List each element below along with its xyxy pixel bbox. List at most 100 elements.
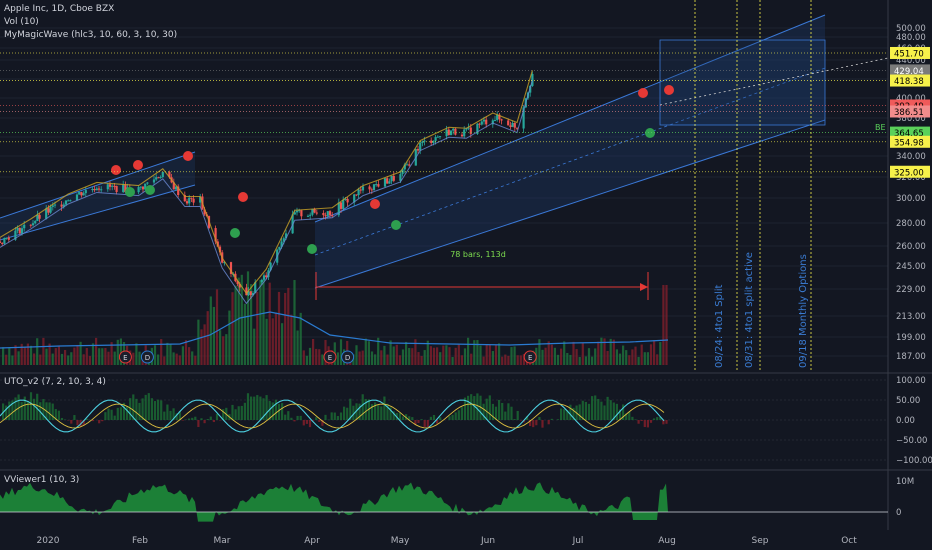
uto-histogram bbox=[355, 403, 358, 420]
uto-histogram bbox=[315, 417, 318, 420]
uto-histogram bbox=[290, 417, 293, 420]
symbol-title: Apple Inc, 1D, Cboe BZX bbox=[4, 4, 115, 14]
candle-body bbox=[93, 189, 96, 191]
channel-lower bbox=[314, 119, 826, 289]
uto-histogram bbox=[240, 405, 243, 420]
candle-body bbox=[392, 175, 395, 181]
price-tick: 245.00 bbox=[896, 262, 926, 272]
uto-histogram bbox=[423, 420, 426, 427]
uto-histogram bbox=[277, 403, 281, 420]
uto-histogram bbox=[411, 417, 414, 420]
volume-bar bbox=[181, 346, 184, 365]
volume-bar bbox=[467, 337, 470, 365]
volume-bar bbox=[631, 349, 634, 365]
uto-histogram bbox=[501, 402, 504, 420]
volume-bar bbox=[408, 348, 411, 365]
uto-histogram bbox=[129, 398, 132, 420]
candle-body bbox=[0, 241, 2, 243]
candle-body bbox=[97, 188, 101, 190]
volume-bar bbox=[417, 352, 420, 365]
candle-body bbox=[216, 241, 219, 247]
candle-body bbox=[122, 184, 125, 192]
volume-bar bbox=[541, 349, 544, 365]
time-tick: May bbox=[391, 536, 410, 546]
candle-body bbox=[144, 183, 147, 190]
price-label-box bbox=[890, 74, 930, 87]
candle-body bbox=[460, 134, 464, 137]
uto-histogram bbox=[498, 399, 501, 420]
candle-body bbox=[313, 208, 316, 213]
candle-body bbox=[496, 114, 499, 120]
volume-bar bbox=[246, 271, 250, 365]
candle-body bbox=[36, 214, 39, 222]
uto-histogram bbox=[104, 412, 107, 420]
be-label: BE bbox=[875, 123, 886, 132]
uto-histogram bbox=[374, 402, 377, 420]
volume-bar bbox=[318, 349, 321, 365]
candle-body bbox=[53, 204, 57, 206]
volume-bar bbox=[73, 347, 76, 365]
candle-body bbox=[62, 204, 65, 207]
volume-bar bbox=[374, 354, 377, 365]
candle-body bbox=[199, 196, 202, 203]
volume-bar bbox=[364, 338, 367, 365]
candle-body bbox=[238, 284, 241, 288]
volume-bar bbox=[178, 355, 181, 365]
candle-body bbox=[47, 208, 50, 213]
candle-body bbox=[1, 242, 4, 244]
vviewer-tick: 10M bbox=[896, 477, 914, 487]
candle-body bbox=[60, 204, 63, 207]
volume-bar bbox=[315, 348, 318, 365]
volume-bar bbox=[488, 344, 491, 365]
price-label-text: 386.51 bbox=[894, 108, 924, 118]
candle-body bbox=[161, 172, 164, 178]
signal-marker bbox=[145, 185, 155, 195]
volume-bar bbox=[321, 354, 324, 365]
uto-histogram bbox=[525, 416, 529, 420]
candle-body bbox=[155, 177, 158, 180]
volume-bar bbox=[113, 351, 116, 365]
candle-body bbox=[515, 127, 519, 129]
uto-histogram bbox=[609, 400, 612, 420]
price-label-box bbox=[890, 126, 930, 139]
uto-histogram bbox=[5, 405, 8, 420]
uto-histogram bbox=[612, 402, 615, 420]
uto-histogram bbox=[26, 401, 29, 420]
candle-body bbox=[375, 184, 378, 186]
uto-tick: −100.00 bbox=[896, 456, 932, 466]
uto-histogram bbox=[188, 418, 191, 420]
volume-bar bbox=[54, 348, 57, 365]
candle-body bbox=[245, 287, 248, 296]
candle-body bbox=[342, 199, 345, 209]
volume-bar bbox=[225, 334, 228, 365]
volume-bar bbox=[544, 347, 547, 365]
volume-bar bbox=[194, 355, 197, 365]
volume-bar bbox=[426, 340, 429, 365]
volume-bar bbox=[26, 343, 29, 365]
candle-body bbox=[262, 275, 266, 280]
volume-bar bbox=[398, 355, 401, 365]
volume-bar bbox=[336, 352, 339, 365]
uto-histogram bbox=[454, 412, 457, 420]
volume-bar bbox=[591, 356, 594, 365]
candle-body bbox=[124, 184, 127, 193]
candle-body bbox=[223, 262, 226, 264]
uto-histogram bbox=[73, 415, 76, 420]
volume-bar bbox=[51, 353, 54, 365]
candle-body bbox=[465, 128, 468, 130]
volume-bar bbox=[101, 348, 104, 365]
uto-histogram bbox=[414, 420, 417, 425]
time-tick: Aug bbox=[658, 536, 676, 546]
volume-bar bbox=[91, 343, 95, 365]
signal-marker bbox=[238, 192, 248, 202]
uto-histogram bbox=[488, 395, 491, 420]
uto-histogram bbox=[367, 399, 370, 420]
earnings-marker-label: E bbox=[123, 354, 127, 362]
uto-histogram bbox=[656, 417, 659, 420]
candle-body bbox=[361, 186, 365, 191]
candle-body bbox=[31, 223, 35, 226]
uto-histogram bbox=[519, 420, 522, 421]
candle-body bbox=[498, 114, 501, 120]
signal-marker bbox=[307, 244, 317, 254]
